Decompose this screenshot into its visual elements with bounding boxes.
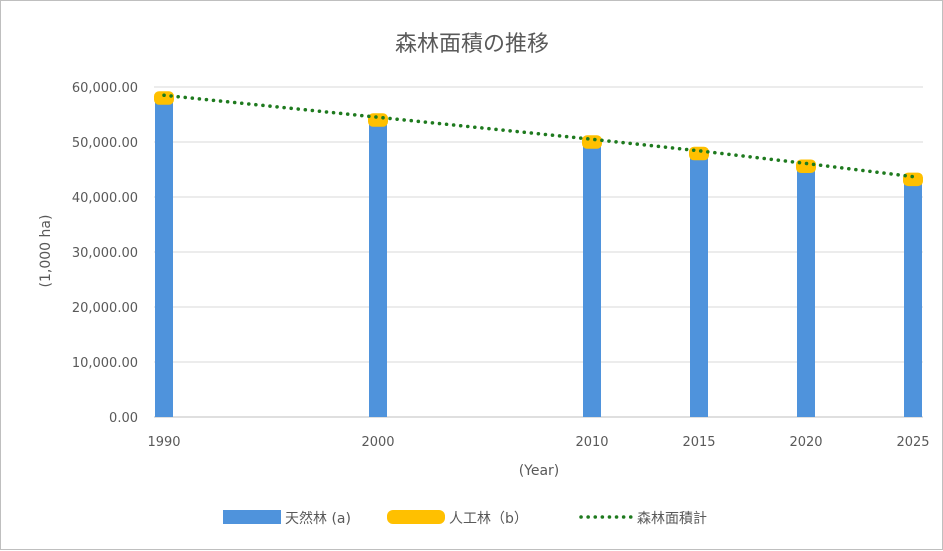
x-axis-title: (Year) <box>519 463 560 479</box>
bar-natural-forest <box>690 156 708 417</box>
bar-natural-forest <box>904 182 922 417</box>
x-tick-label: 2025 <box>896 435 929 450</box>
x-tick-label: 2015 <box>682 435 715 450</box>
y-tick-label: 50,000.00 <box>72 136 138 151</box>
legend-label-natural: 天然林 (a) <box>285 510 351 527</box>
y-axis-title: (1,000 ha) <box>38 215 54 288</box>
y-tick-label: 0.00 <box>109 411 138 426</box>
chart-title: 森林面積の推移 <box>395 32 549 57</box>
legend-label-total: 森林面積計 <box>637 511 707 527</box>
x-tick-label: 2010 <box>575 435 608 450</box>
y-tick-label: 30,000.00 <box>72 246 138 261</box>
bar-natural-forest <box>369 123 387 417</box>
bar-natural-forest <box>797 169 815 417</box>
y-tick-label: 60,000.00 <box>72 81 138 96</box>
y-tick-label: 20,000.00 <box>72 301 138 316</box>
y-axis-ticks: 0.00 10,000.00 20,000.00 30,000.00 40,000.00… <box>72 81 138 426</box>
bar-planted-forest <box>582 135 602 149</box>
legend-swatch-planted <box>387 510 445 524</box>
x-tick-label: 1990 <box>147 435 180 450</box>
bar-natural-forest <box>583 145 601 417</box>
legend-label-planted: 人工林（b） <box>449 511 528 527</box>
y-tick-label: 40,000.00 <box>72 191 138 206</box>
x-tick-label: 2020 <box>789 435 822 450</box>
legend-swatch-natural <box>223 510 281 524</box>
bar-planted-forest <box>689 147 709 161</box>
x-tick-label: 2000 <box>361 435 394 450</box>
y-tick-label: 10,000.00 <box>72 356 138 371</box>
x-axis-ticks: 1990 2000 2010 2015 2020 2025 <box>147 435 929 450</box>
bar-planted-forest <box>368 113 388 127</box>
bar-series <box>154 91 923 417</box>
bar-planted-forest <box>154 91 174 105</box>
legend: 天然林 (a) 人工林（b） 森林面積計 <box>223 510 707 527</box>
bar-natural-forest <box>155 101 173 417</box>
